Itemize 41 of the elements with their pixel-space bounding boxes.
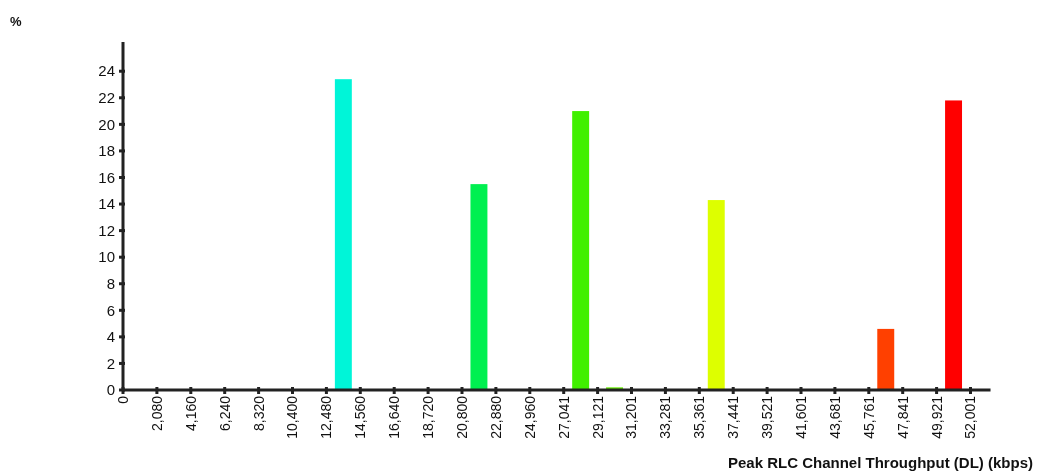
x-tick-label: 45,761	[860, 395, 877, 439]
x-tick-label: 24,960	[521, 395, 538, 439]
x-axis-title: Peak RLC Channel Throughput (DL) (kbps)	[728, 454, 1033, 471]
y-tick-label: 20	[98, 115, 115, 133]
x-tick-label: 39,521	[759, 395, 775, 439]
x-tick-label: 49,921	[928, 395, 945, 439]
y-tick-label: 0	[106, 381, 115, 399]
y-tick-label: 10	[98, 248, 115, 266]
x-tick-label: 6,240	[216, 395, 233, 432]
y-tick-label: 8	[106, 274, 115, 292]
y-tick-label: 24	[98, 62, 115, 80]
y-tick-label: 16	[98, 168, 115, 186]
x-tick-label: 16,640	[386, 395, 403, 439]
x-tick-label: 12,480	[318, 395, 335, 439]
x-tick-label: 41,601	[792, 395, 809, 439]
y-tick-label: 4	[106, 328, 115, 346]
x-tick-label: 2,080	[148, 395, 165, 432]
x-tick-label: 10,400	[284, 395, 301, 439]
x-tick-label: 37,441	[725, 395, 742, 439]
text: %	[10, 14, 22, 29]
x-tick-label: 20,800	[453, 395, 470, 439]
x-tick-label: 27,041	[555, 395, 572, 439]
y-tick-label: 6	[106, 301, 115, 319]
x-tick-label: 35,361	[691, 395, 708, 439]
y-tick-label: 12	[98, 221, 115, 239]
x-tick-label: 31,201	[623, 395, 640, 439]
x-tick-label: 18,720	[419, 395, 436, 439]
x-tick-label: 52,001	[962, 395, 979, 439]
x-tick-label: 29,121	[589, 395, 606, 439]
x-tick-label: 0	[114, 395, 131, 404]
x-tick-label: 8,320	[250, 395, 267, 432]
x-tick-label: 47,841	[894, 395, 911, 439]
y-tick-label: 14	[98, 195, 115, 213]
y-tick-label: 22	[98, 89, 115, 107]
x-tick-label: 43,681	[826, 395, 843, 439]
x-tick-label: 14,560	[352, 395, 369, 439]
y-tick-label: 18	[98, 142, 115, 160]
y-tick-label: 2	[106, 354, 115, 372]
x-tick-label: 33,281	[657, 395, 674, 439]
x-tick-label: 4,160	[182, 395, 199, 432]
x-tick-label: 22,880	[487, 395, 504, 439]
